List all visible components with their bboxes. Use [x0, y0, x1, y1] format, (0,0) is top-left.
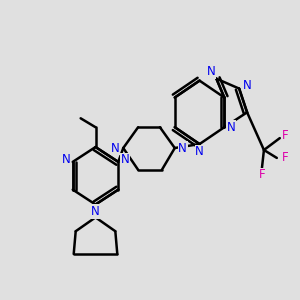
Text: F: F [281, 152, 288, 164]
Text: F: F [259, 168, 265, 181]
Text: N: N [178, 142, 187, 154]
Text: N: N [243, 79, 251, 92]
Text: N: N [61, 153, 70, 167]
Text: N: N [227, 121, 236, 134]
Text: F: F [281, 129, 288, 142]
Text: N: N [121, 153, 130, 167]
Text: N: N [111, 142, 120, 154]
Text: N: N [195, 146, 204, 158]
Text: N: N [207, 65, 216, 78]
Text: N: N [91, 205, 100, 218]
